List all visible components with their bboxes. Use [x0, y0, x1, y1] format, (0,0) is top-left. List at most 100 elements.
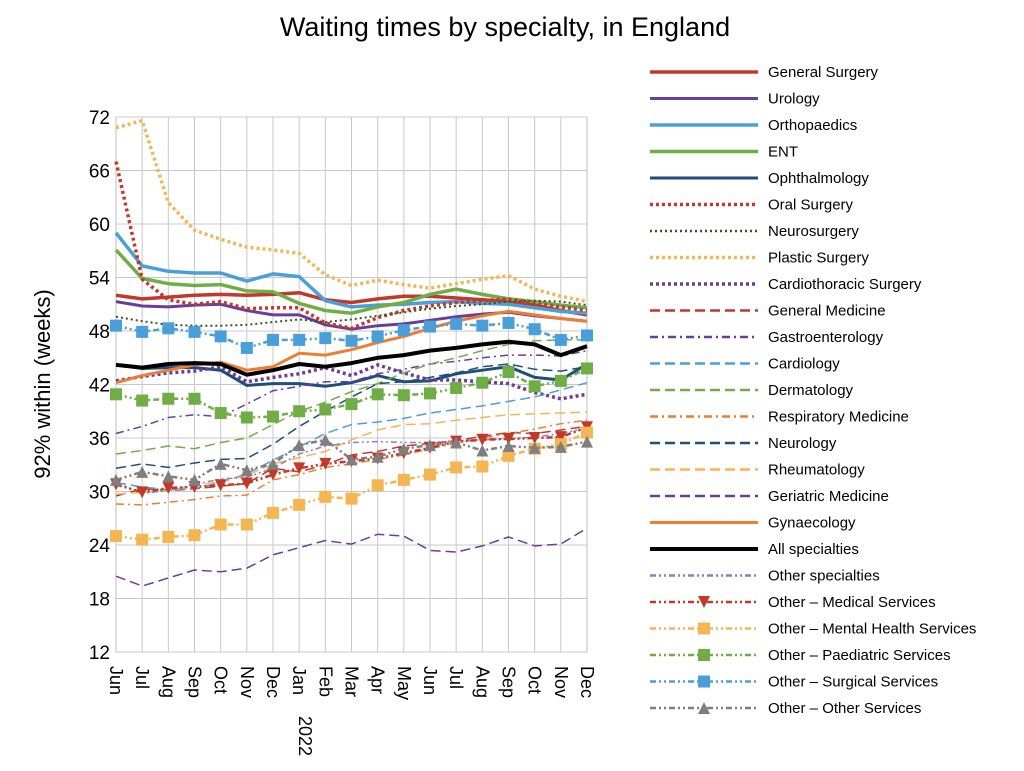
series-point	[581, 435, 593, 448]
series-line	[115, 363, 588, 401]
series-line	[114, 161, 588, 331]
series-point	[450, 317, 463, 330]
series-point	[424, 387, 436, 400]
legend-label: All specialties	[768, 541, 859, 558]
x-tick-label: Jul	[446, 666, 466, 689]
legend-entry: General Surgery	[650, 64, 879, 81]
series-point	[136, 486, 149, 499]
legend-label: Plastic Surgery	[768, 250, 869, 267]
legend-label: Cardiothoracic Surgery	[768, 276, 922, 293]
series-point	[267, 457, 279, 470]
series-point	[424, 439, 436, 452]
legend-marker	[698, 622, 710, 635]
plot-area: 12 18 24 30 36 42 48 54 60 66 72 Jun Jul Aug Sep Oct No…	[89, 108, 597, 700]
legend-entry: Cardiothoracic Surgery	[650, 276, 922, 293]
series-8	[115, 363, 588, 401]
legend-label: Cardiology	[768, 356, 840, 373]
legend-label: Rheumatology	[768, 462, 865, 479]
series-point	[371, 388, 384, 401]
series-point	[371, 330, 384, 343]
x-tick-label: Oct	[211, 666, 231, 694]
series-point	[424, 468, 436, 481]
series-point	[397, 389, 410, 402]
series-2	[114, 231, 588, 315]
series-point	[345, 334, 358, 347]
legend-label: Ophthalmology	[768, 170, 869, 187]
series-point	[188, 392, 201, 405]
chart-title: Waiting times by specialty, in England	[280, 12, 730, 42]
series-point	[581, 426, 593, 439]
series-point	[188, 325, 201, 338]
x-tick-label: Jan	[289, 666, 309, 695]
legend-entry: Ophthalmology	[650, 170, 869, 187]
x-tick-label: May	[394, 666, 414, 700]
series-point	[293, 405, 306, 418]
series-point	[240, 477, 253, 490]
series-12	[115, 339, 587, 455]
series-16	[115, 527, 588, 587]
series-point	[397, 324, 410, 337]
series-point	[293, 498, 306, 511]
series-point	[136, 394, 149, 407]
series-point	[528, 380, 541, 393]
series-point	[450, 436, 463, 449]
series-point	[240, 518, 253, 531]
legend-label: Neurology	[768, 435, 837, 452]
x-tick-label: Nov	[237, 666, 257, 698]
series-point	[502, 316, 515, 329]
x-tick-label: Aug	[472, 666, 492, 698]
series-point	[110, 530, 122, 543]
series-point	[293, 462, 306, 475]
series-point	[188, 529, 201, 542]
legend-entry: Urology	[650, 91, 820, 108]
legend-label: Respiratory Medicine	[768, 409, 909, 426]
series-6	[115, 299, 588, 327]
series-point	[581, 329, 593, 342]
series-point	[476, 319, 489, 332]
series-point	[293, 333, 306, 346]
series-line	[115, 118, 588, 304]
legend-label: Oral Surgery	[768, 197, 854, 214]
series-point	[581, 362, 593, 375]
series-line	[115, 339, 588, 377]
y-axis-label: 92% within (weeks)	[30, 289, 55, 479]
legend-label: Other – Mental Health Services	[768, 621, 976, 638]
series-point	[188, 473, 201, 486]
x-axis-year-label: 2022	[295, 716, 315, 756]
series-layer	[110, 118, 593, 587]
series-7	[115, 118, 588, 304]
series-point	[345, 492, 358, 505]
legend-entry: General Medicine	[650, 303, 886, 320]
series-point	[319, 332, 332, 345]
series-23	[110, 316, 593, 354]
legend-entry: Cardiology	[650, 356, 840, 373]
series-point	[554, 431, 567, 444]
series-22	[110, 362, 593, 424]
legend-label: Other – Surgical Services	[768, 674, 938, 691]
series-point	[450, 382, 463, 395]
series-point	[162, 322, 175, 335]
series-point	[450, 461, 463, 474]
y-tick-label: 54	[89, 269, 111, 290]
series-point	[319, 403, 332, 416]
series-5	[114, 161, 588, 331]
x-tick-label: Jun	[106, 666, 126, 695]
series-point	[528, 323, 541, 336]
series-0	[115, 290, 588, 317]
series-14	[115, 363, 588, 470]
series-point	[554, 333, 567, 346]
series-point	[502, 366, 515, 379]
legend: General Surgery Urology Orthopaedics ENT Oph…	[650, 64, 976, 717]
x-tick-label: Dec	[263, 666, 283, 698]
series-point	[476, 444, 489, 457]
series-point	[240, 411, 253, 424]
legend-entry: Other – Paediatric Services	[650, 647, 951, 664]
series-point	[476, 376, 489, 389]
legend-entry: Neurology	[650, 435, 837, 452]
y-tick-label: 42	[89, 376, 110, 397]
legend-label: Orthopaedics	[768, 117, 857, 134]
series-point	[424, 320, 436, 333]
x-tick-label: Dec	[577, 666, 597, 698]
series-point	[319, 457, 332, 470]
series-point	[397, 442, 410, 455]
